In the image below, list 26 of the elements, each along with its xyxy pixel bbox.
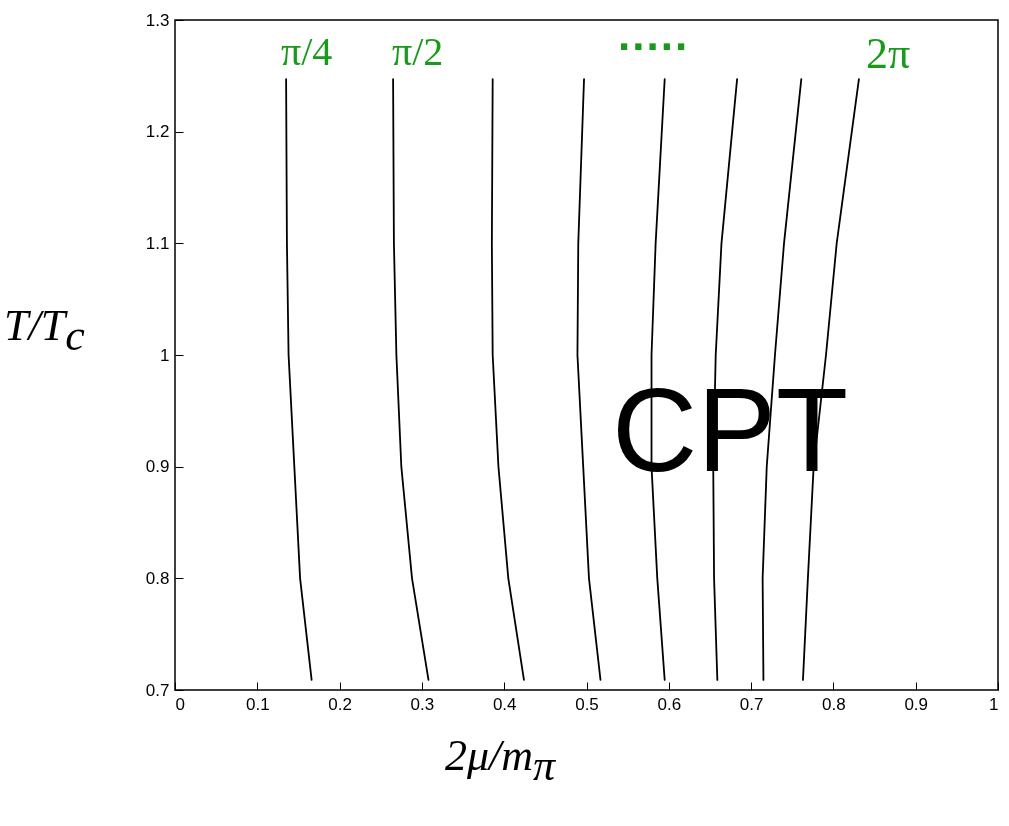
x-tick-label: 0.5 (575, 694, 599, 714)
x-tick-label: 0.4 (492, 694, 517, 714)
line-series (392, 78, 430, 681)
y-tick-label: 1.1 (145, 233, 170, 253)
x-tick-label: 0 (175, 694, 185, 714)
annotation: π/4 (281, 28, 333, 75)
y-tick-label: 1 (160, 345, 170, 365)
x-tick-label: 0.3 (410, 694, 435, 714)
y-tick-label: 0.7 (145, 680, 170, 700)
x-tick-label: 0.9 (904, 694, 929, 714)
annotation: π/2 (392, 28, 444, 75)
annotation: ..... (618, 10, 690, 60)
line-series (576, 78, 602, 681)
y-tick-label: 0.9 (145, 457, 170, 477)
x-tick-label: 0.1 (245, 694, 270, 714)
x-tick-label: 0.7 (739, 694, 764, 714)
x-tick-label: 1 (989, 694, 999, 714)
y-tick-label: 1.2 (145, 122, 170, 142)
line-series (490, 78, 525, 681)
y-tick-label: 1.3 (145, 10, 170, 30)
annotation: 2π (866, 28, 911, 79)
y-tick-label: 0.8 (145, 568, 170, 588)
x-tick-label: 0.2 (328, 694, 352, 714)
x-tick-label: 0.8 (822, 694, 846, 714)
line-series (285, 78, 313, 681)
x-tick-label: 0.6 (657, 694, 682, 714)
